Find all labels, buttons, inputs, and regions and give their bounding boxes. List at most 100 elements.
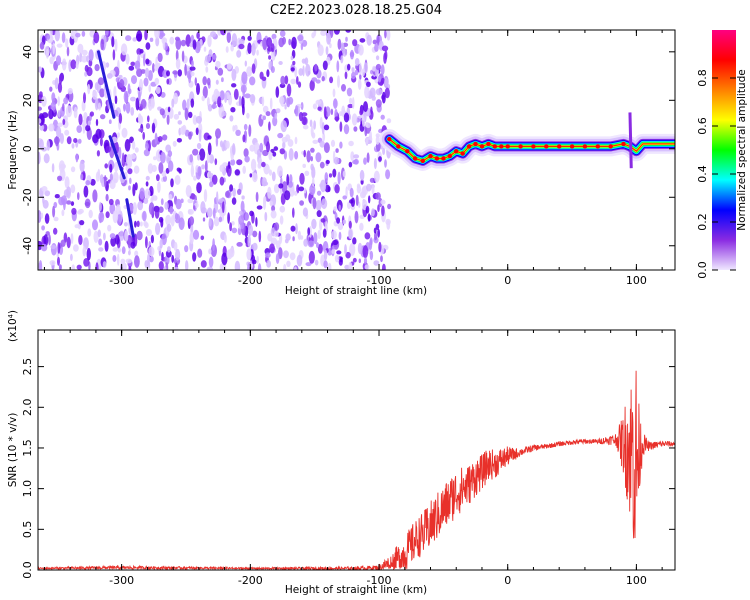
noise-blob [358, 44, 364, 56]
noise-blob [288, 181, 293, 188]
noise-blob [178, 111, 181, 116]
signal-peak [473, 141, 478, 147]
noise-blob [329, 43, 332, 49]
noise-blob [110, 236, 117, 247]
noise-blob [303, 187, 307, 194]
noise-blob [297, 81, 302, 88]
y-tick-label: -20 [21, 188, 34, 206]
noise-blob [336, 250, 342, 255]
noise-blob [284, 238, 289, 244]
noise-blob [150, 197, 154, 203]
snr-frame [37, 329, 676, 571]
noise-blob [249, 210, 254, 217]
noise-blob [307, 240, 315, 248]
noise-blob [256, 205, 263, 210]
noise-blob [142, 210, 147, 222]
x-tick-label: -300 [109, 574, 134, 587]
noise-blob [54, 30, 60, 42]
noise-blob [148, 84, 151, 93]
noise-blob [172, 70, 178, 75]
noise-blob [127, 250, 131, 256]
noise-blob [328, 173, 333, 178]
noise-blob [154, 30, 160, 39]
noise-blob [207, 103, 213, 112]
x-tick-label: 0 [504, 274, 511, 287]
noise-blob [278, 37, 285, 48]
noise-blob [206, 266, 213, 270]
noise-blob [354, 69, 359, 76]
noise-blob [205, 66, 209, 73]
noise-blob [136, 68, 143, 77]
noise-blob [280, 120, 287, 133]
colorbar-tick-label: 0.4 [696, 165, 709, 183]
noise-blob [195, 115, 202, 124]
noise-blob [158, 206, 164, 213]
noise-blob [57, 175, 63, 181]
noise-blob [279, 205, 286, 213]
noise-blob [44, 45, 50, 57]
noise-blob [117, 132, 120, 138]
x-tick-label: 100 [626, 574, 647, 587]
noise-blob [177, 69, 182, 77]
noise-blob [106, 73, 113, 79]
noise-blob [130, 96, 136, 102]
noise-blob [309, 79, 315, 91]
spectrogram-frame [37, 29, 676, 271]
noise-blob [216, 191, 219, 205]
noise-blob [81, 30, 86, 37]
noise-blob [269, 200, 273, 207]
noise-blob [159, 238, 163, 249]
noise-blob [348, 261, 353, 270]
noise-blob [302, 163, 307, 168]
noise-blob [158, 136, 163, 143]
noise-blob [118, 113, 123, 124]
noise-blob [125, 154, 133, 166]
noise-blob [231, 197, 237, 205]
noise-blob [244, 93, 251, 99]
noise-blob [317, 106, 322, 111]
noise-blob [52, 42, 55, 55]
noise-blob [155, 222, 161, 235]
noise-blob [127, 83, 131, 94]
noise-blob [219, 164, 225, 173]
noise-blob [303, 238, 309, 247]
noise-blob [180, 126, 186, 135]
noise-blob [196, 142, 202, 150]
noise-blob [187, 209, 192, 215]
noise-blob [61, 195, 67, 206]
signal-peak [582, 144, 588, 149]
noise-blob [352, 39, 358, 47]
noise-blob [145, 229, 153, 236]
noise-blob [371, 208, 375, 217]
noise-blob [73, 138, 78, 143]
noise-blob [199, 148, 206, 161]
noise-blob [97, 229, 102, 238]
noise-blob [273, 146, 279, 151]
noise-blob [252, 172, 258, 183]
noise-blob [202, 76, 207, 86]
noise-blob [270, 237, 278, 246]
snr-line [38, 370, 675, 570]
noise-blob [347, 63, 351, 71]
noise-blob [46, 34, 51, 40]
noise-blob [234, 260, 241, 270]
noise-blob [121, 246, 126, 255]
noise-blob [236, 50, 242, 58]
noise-blob [87, 228, 92, 237]
noise-blob [77, 192, 80, 201]
noise-blob [262, 37, 268, 51]
noise-blob [358, 258, 361, 264]
noise-blob [231, 227, 238, 234]
noise-blob [325, 46, 329, 56]
noise-blob [168, 194, 173, 201]
noise-blob [336, 217, 341, 224]
noise-blob [334, 116, 340, 121]
noise-blob [207, 135, 212, 140]
noise-blob [323, 106, 327, 119]
noise-blob [288, 148, 294, 161]
noise-blob [96, 150, 100, 157]
noise-blob [112, 210, 119, 224]
noise-blob [132, 202, 137, 215]
noise-blob [165, 249, 172, 258]
